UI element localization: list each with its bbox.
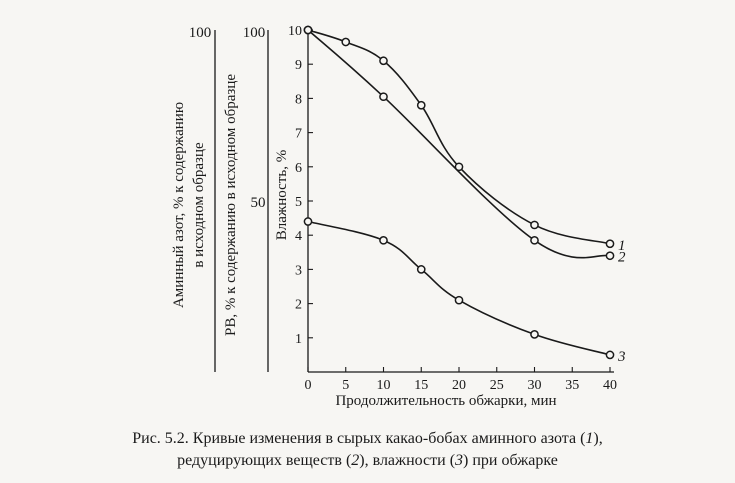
data-point-series-1	[605, 239, 615, 249]
x-tick-label: 20	[452, 378, 466, 393]
y-tick-label: 2	[295, 298, 302, 313]
y-tick-label: 5	[295, 195, 302, 210]
curve-2	[307, 29, 611, 259]
curve-label-1: 1	[618, 238, 626, 254]
x-tick-label: 35	[565, 378, 579, 393]
curve-label-2: 2	[618, 250, 626, 266]
y-tick-label: 10	[288, 24, 302, 39]
caption-number-2: 2	[351, 452, 360, 469]
data-point-series-2	[605, 251, 615, 261]
axis-rv-mid-label: 50	[251, 195, 266, 211]
caption-mid-1: ),	[593, 430, 603, 447]
caption-number-3: 3	[455, 452, 464, 469]
data-point-series-2	[379, 92, 388, 102]
x-tick-label: 5	[342, 378, 349, 393]
data-point-series-1	[454, 162, 464, 172]
x-tick-label: 30	[528, 378, 542, 393]
x-tick-label: 0	[305, 378, 312, 393]
y-tick-label: 9	[295, 58, 302, 73]
curve-3	[307, 220, 611, 356]
caption-number-1: 1	[585, 430, 594, 447]
figure-caption: Рис. 5.2. Кривые изменения в сырых какао…	[0, 428, 735, 472]
y-tick-label: 1	[295, 332, 302, 347]
curve-label-3: 3	[617, 349, 626, 365]
axis-rv-title: РВ, % к содержанию в исходном образце	[223, 74, 239, 336]
caption-prefix: Рис. 5.2. Кривые изменения в сырых какао…	[132, 430, 586, 447]
data-point-series-3	[605, 350, 615, 360]
y-tick-label: 8	[295, 92, 302, 107]
y-tick-label: 7	[295, 127, 302, 142]
data-point-series-1	[416, 100, 426, 110]
data-point-series-3	[454, 295, 464, 305]
curve-1	[307, 29, 611, 245]
axis-nitrogen-title-line1: Аминный азот, % к содержанию	[171, 102, 187, 308]
axis-rv-top-label: 100	[243, 25, 266, 41]
x-tick-label: 15	[414, 378, 428, 393]
caption-line-2: редуцирующих веществ (2), влажности (3) …	[0, 450, 735, 472]
data-point-series-2	[530, 235, 539, 245]
x-tick-label: 25	[490, 378, 504, 393]
caption-mid-2: ), влажности (	[359, 452, 456, 469]
axis-nitrogen-top-label: 100	[189, 25, 212, 41]
data-point-series-1	[530, 220, 539, 230]
x-axis-title: Продолжительность обжарки, мин	[335, 393, 556, 409]
data-point-series-3	[379, 235, 388, 245]
caption-suffix: ) при обжарке	[463, 452, 558, 469]
y-tick-label: 6	[295, 161, 302, 176]
axis-moisture-title: Влажность, %	[274, 150, 290, 240]
axis-nitrogen-title-line2: в исходном образце	[191, 142, 207, 268]
x-tick-label: 10	[377, 378, 391, 393]
data-point-series-3	[416, 265, 426, 274]
data-point-series-1	[341, 37, 351, 47]
caption-line2-start: редуцирующих веществ (	[177, 452, 352, 469]
x-tick-label: 40	[603, 378, 617, 393]
caption-line-1: Рис. 5.2. Кривые изменения в сырых какао…	[0, 428, 735, 450]
y-tick-label: 4	[295, 229, 302, 244]
data-point-series-3	[530, 330, 539, 339]
data-point-series-1	[379, 56, 388, 66]
data-point-series-3	[303, 217, 313, 226]
y-tick-label: 3	[295, 263, 302, 278]
data-point-series-2	[303, 25, 313, 35]
